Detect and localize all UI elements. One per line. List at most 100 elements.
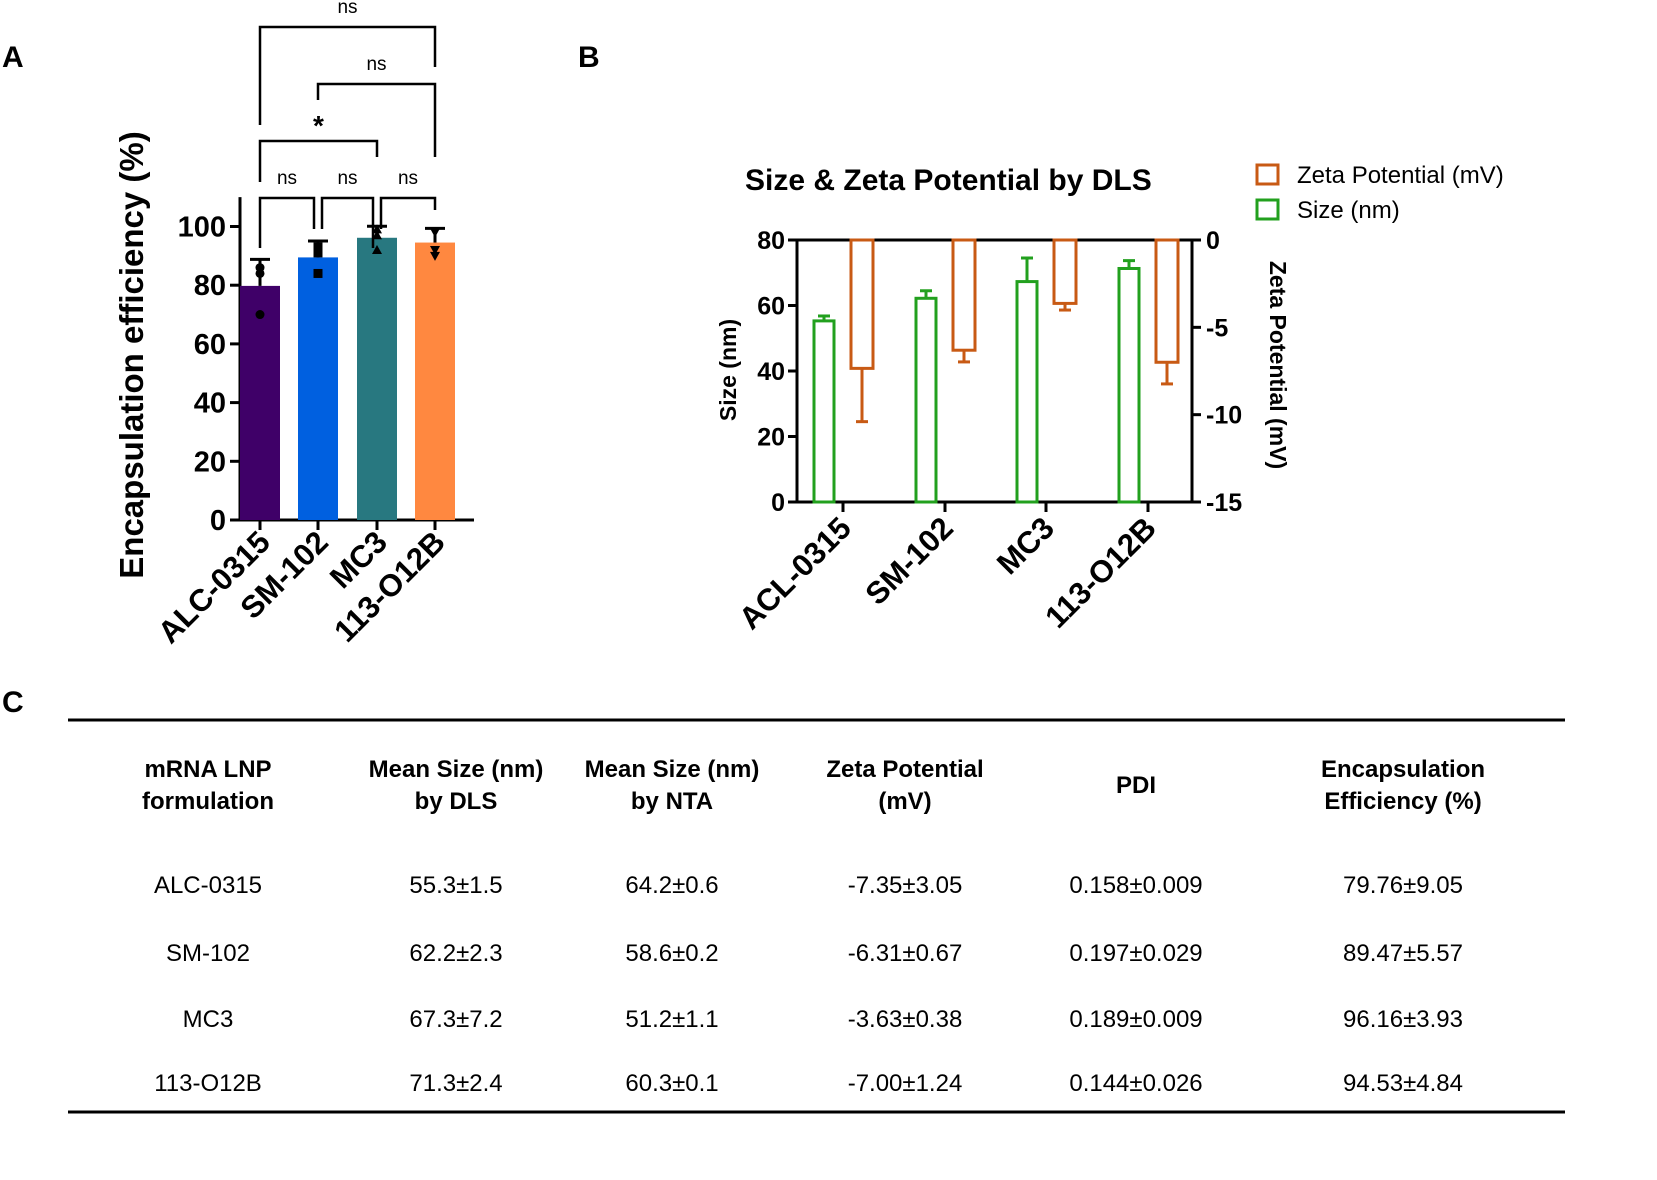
significance-label: ns [337, 0, 357, 18]
y2-tick-label: -5 [1206, 314, 1228, 342]
chart-b-size-zeta: Size & Zeta Potential by DLS Size (nm) Z… [715, 162, 1504, 636]
y-tick-label: 80 [194, 270, 226, 302]
table-cell: 89.47±5.57 [1343, 940, 1463, 967]
significance-bracket [320, 196, 375, 248]
table-cell: 71.3±2.4 [409, 1070, 502, 1097]
significance-bracket [258, 25, 437, 125]
significance-bracket [258, 196, 316, 248]
table-header-cell: by DLS [415, 788, 498, 815]
y-tick-label: 80 [757, 227, 785, 255]
significance-bracket [316, 82, 437, 157]
x-tick-label: MC3 [990, 510, 1061, 581]
data-point [430, 245, 440, 255]
data-point [255, 263, 265, 273]
panel-label-c: C [2, 686, 24, 719]
table-cell: 64.2±0.6 [625, 872, 718, 899]
legend-swatch-size [1255, 198, 1280, 221]
data-point [313, 242, 323, 252]
size-bar [914, 296, 938, 504]
significance-label: * [313, 110, 324, 141]
significance-label: ns [277, 168, 297, 189]
y-tick-label: 40 [757, 358, 785, 386]
table-cell: -3.63±0.38 [848, 1006, 963, 1033]
x-tick-label: SM-102 [858, 510, 960, 612]
y-tick-label: 0 [210, 505, 226, 537]
y-tick-label: 60 [194, 329, 226, 361]
chart-a-ylabel: Encapsulation efficiency (%) [113, 131, 150, 578]
table-cell: 79.76±9.05 [1343, 872, 1463, 899]
significance-bracket [379, 196, 437, 229]
data-point [313, 248, 323, 258]
y-tick-label: 100 [178, 212, 226, 244]
table-cell: -7.00±1.24 [848, 1070, 963, 1097]
significance-label: ns [398, 168, 418, 189]
chart-b-title: Size & Zeta Potential by DLS [745, 164, 1152, 197]
table-cell: 94.53±4.84 [1343, 1070, 1463, 1097]
y-tick-label: 60 [757, 293, 785, 321]
table-header-cell: Mean Size (nm) [369, 756, 544, 783]
x-tick-label: ACL-0315 [732, 510, 858, 636]
table-header-cell: Mean Size (nm) [585, 756, 760, 783]
y-tick-label: 0 [771, 489, 785, 517]
table-cell: 62.2±2.3 [409, 940, 502, 967]
bar-alc-0315 [240, 285, 280, 520]
table-header-cell: PDI [1116, 772, 1156, 799]
table-header-cell: Zeta Potential [826, 756, 983, 783]
table-header-cell: Encapsulation [1321, 756, 1485, 783]
table-cell: 0.158±0.009 [1069, 872, 1202, 899]
y-tick-label: 20 [194, 446, 226, 478]
chart-b-legend: Zeta Potential (mV) Size (nm) [1255, 162, 1504, 224]
table-cell: 55.3±1.5 [409, 872, 502, 899]
size-bar [1015, 280, 1039, 504]
data-point [372, 244, 382, 254]
table-cell: 0.197±0.029 [1069, 940, 1202, 967]
table-cell: ALC-0315 [154, 872, 262, 899]
x-tick-label: 113-O12B [1038, 510, 1163, 635]
y2-tick-label: 0 [1206, 227, 1220, 255]
bar-sm-102 [298, 257, 338, 520]
table-cell: 60.3±0.1 [625, 1070, 718, 1097]
data-point [430, 251, 440, 261]
table-header-cell: mRNA LNP [144, 756, 271, 783]
data-point [372, 224, 382, 234]
panel-label-a: A [2, 41, 24, 74]
data-point [430, 228, 440, 238]
table-cell: -7.35±3.05 [848, 872, 963, 899]
y-tick-label: 40 [194, 388, 226, 420]
legend-label-size: Size (nm) [1297, 197, 1400, 224]
table-c-lnp-properties: mRNA LNP formulation Mean Size (nm) by DLS M… [68, 718, 1565, 1114]
table-cell: 67.3±7.2 [409, 1006, 502, 1033]
table-cell: 0.189±0.009 [1069, 1006, 1202, 1033]
data-point [372, 230, 382, 240]
y-tick-label: 20 [757, 424, 785, 452]
table-cell: 96.16±3.93 [1343, 1006, 1463, 1033]
chart-b-y2label: Zeta Potential (mV) [1265, 261, 1291, 469]
significance-label: ns [337, 168, 357, 189]
data-point [255, 310, 265, 320]
chart-a-encapsulation: Encapsulation efficiency (%) 0 20 40 60 80 10… [113, 0, 474, 650]
zeta-bar [951, 238, 977, 352]
size-bar [812, 319, 836, 504]
size-bar [1117, 266, 1141, 504]
significance-label: ns [366, 54, 386, 75]
y2-tick-label: -15 [1206, 489, 1242, 517]
table-cell: MC3 [183, 1006, 234, 1033]
y2-tick-label: -10 [1206, 402, 1242, 430]
zeta-bar [849, 238, 875, 370]
zeta-bar [1052, 238, 1078, 305]
table-cell: 51.2±1.1 [625, 1006, 718, 1033]
significance-bracket [258, 139, 379, 182]
table-cell: 0.144±0.026 [1069, 1070, 1202, 1097]
table-cell: 58.6±0.2 [625, 940, 718, 967]
table-cell: 113-O12B [154, 1070, 262, 1097]
chart-b-ylabel: Size (nm) [715, 319, 741, 421]
legend-label-zeta: Zeta Potential (mV) [1297, 162, 1504, 189]
table-header-cell: (mV) [878, 788, 931, 815]
table-header-cell: by NTA [631, 788, 713, 815]
zeta-bar [1154, 238, 1180, 364]
table-cell: -6.31±0.67 [848, 940, 963, 967]
legend-swatch-zeta [1255, 163, 1280, 186]
data-point [313, 268, 323, 278]
bar-mc3 [357, 237, 397, 521]
